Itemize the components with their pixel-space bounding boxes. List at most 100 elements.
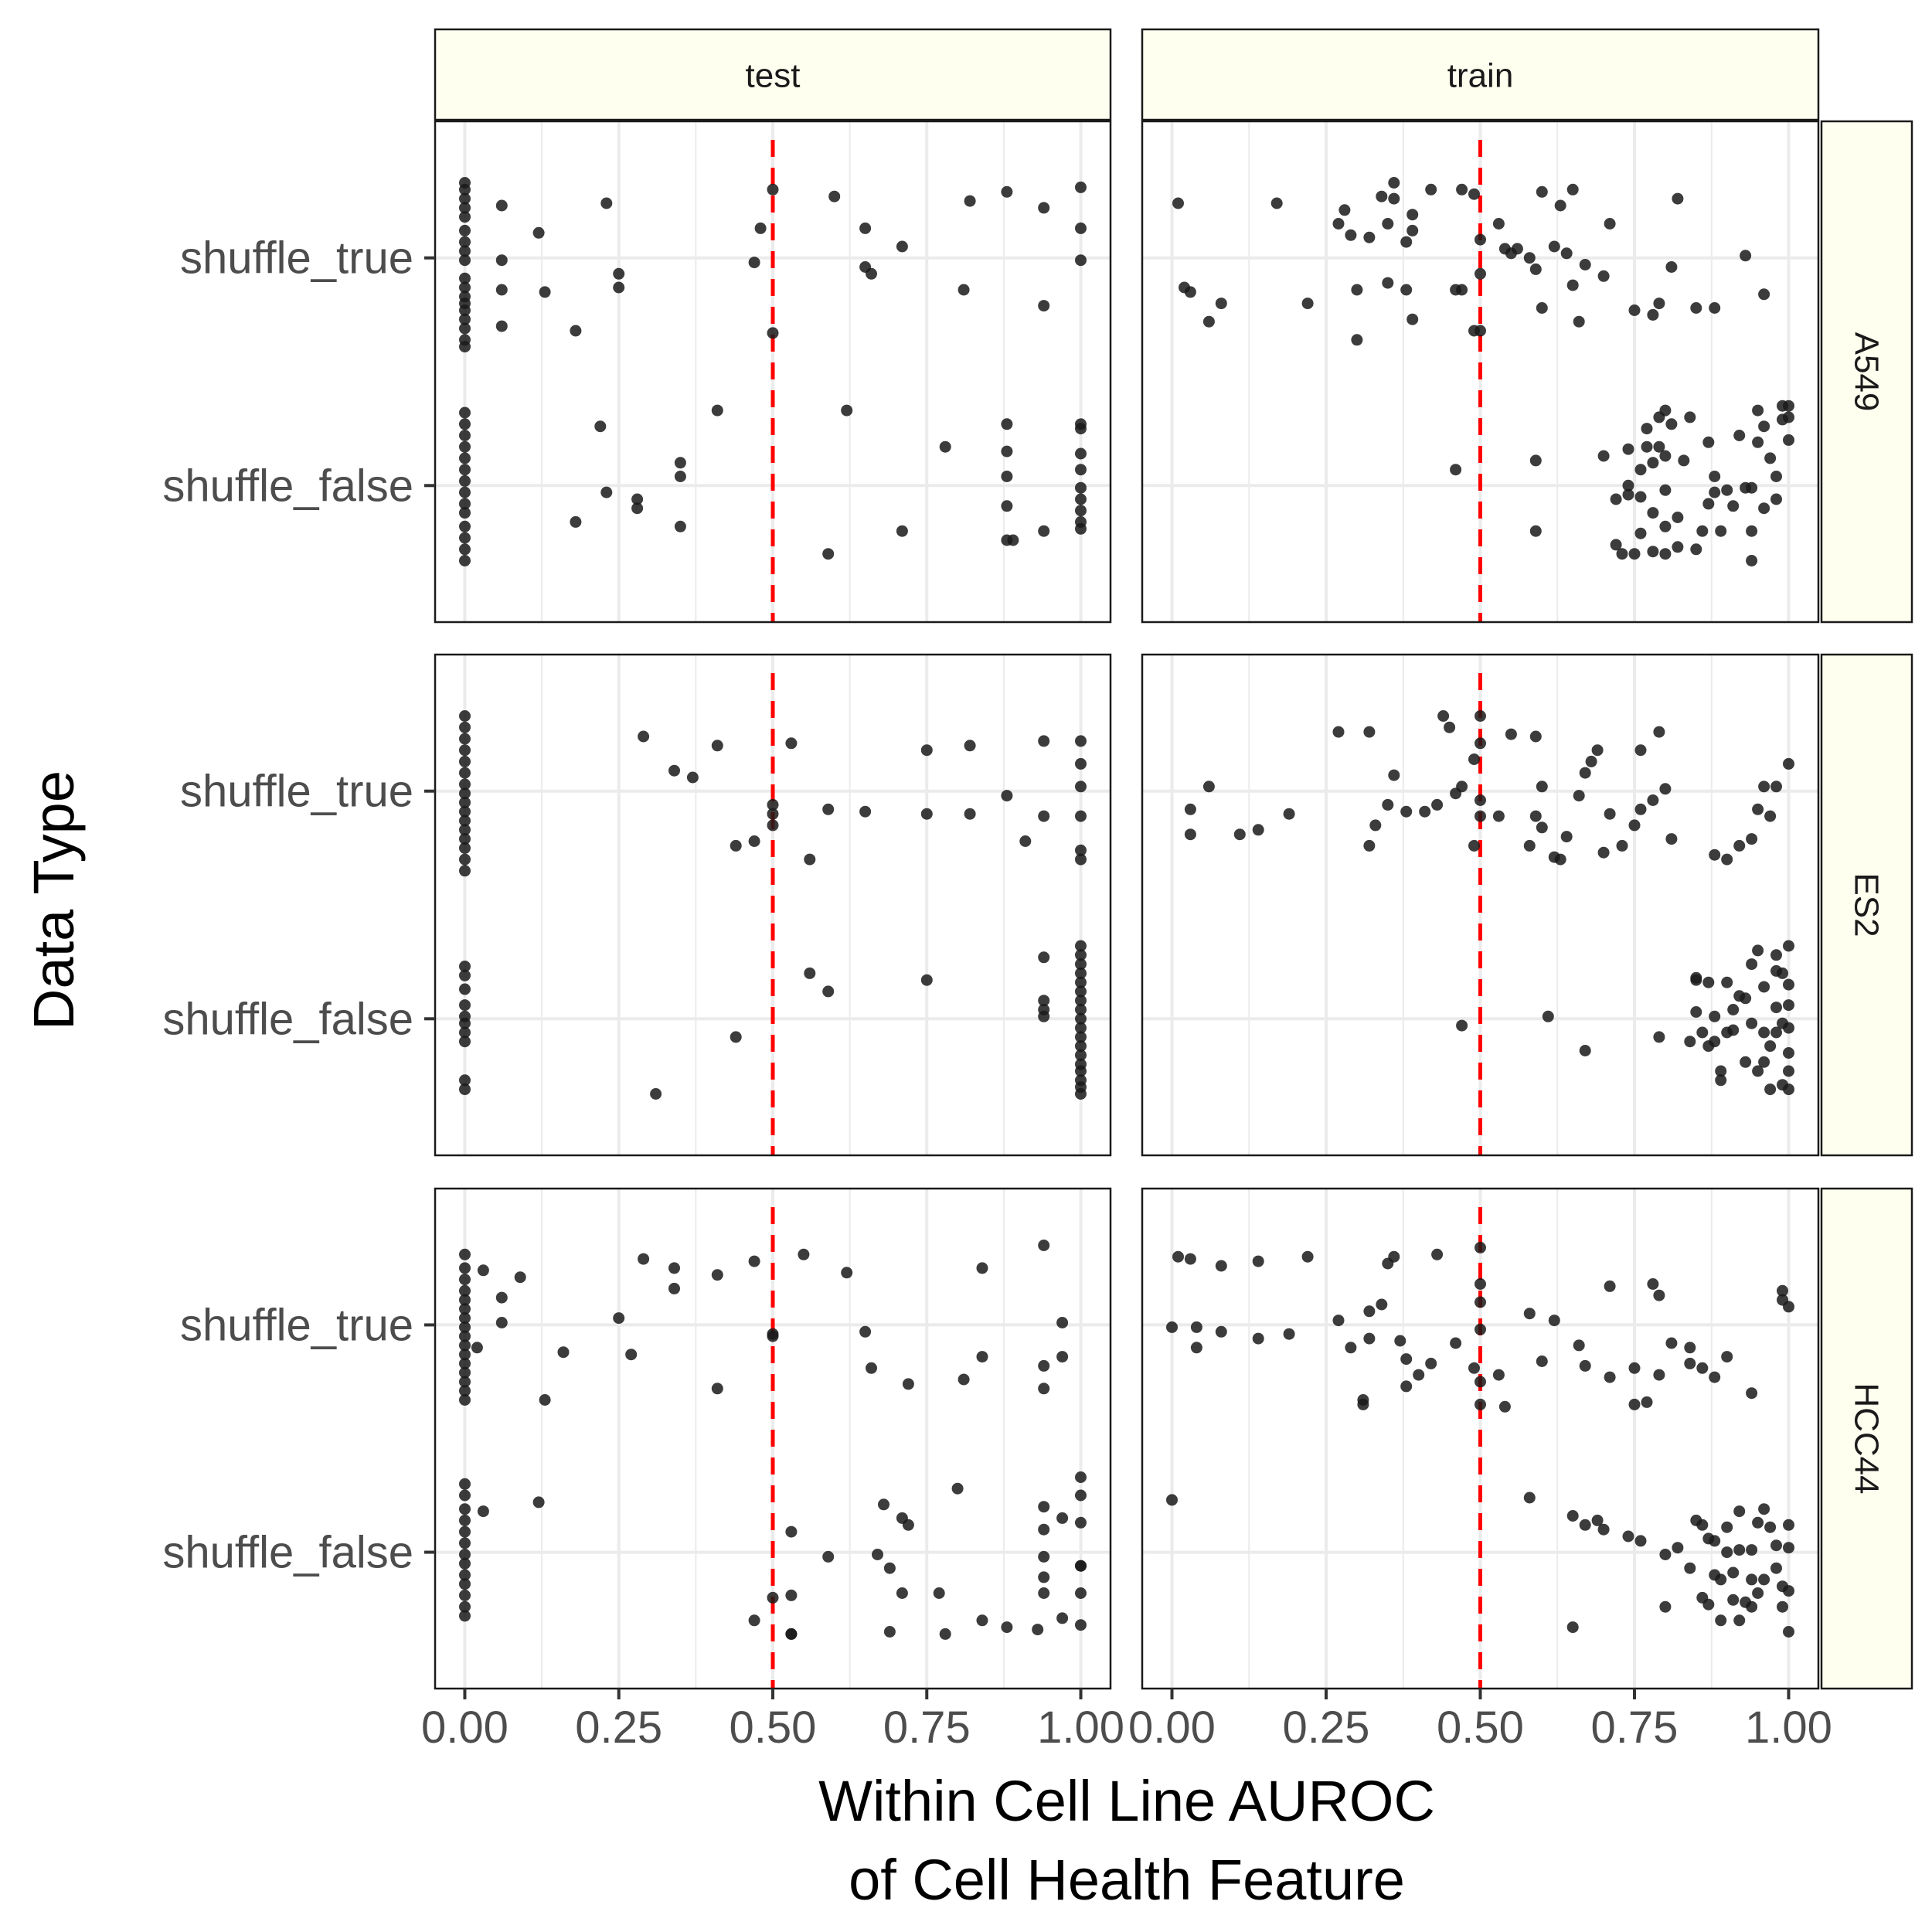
data-point (748, 1614, 760, 1627)
data-point (1647, 308, 1659, 321)
data-point (459, 787, 471, 800)
data-point (1190, 1321, 1202, 1333)
row-strip (1820, 1187, 1913, 1690)
data-point (459, 440, 471, 453)
data-point (1475, 794, 1486, 806)
data-point (1672, 192, 1684, 205)
data-point (459, 1489, 471, 1502)
data-point (828, 190, 841, 202)
x-tick-label: 0.25 (1283, 1702, 1370, 1753)
data-point (1715, 1074, 1727, 1087)
data-point (1579, 1359, 1591, 1372)
data-point (1425, 183, 1437, 196)
data-point (1252, 824, 1264, 836)
data-point (495, 254, 508, 267)
data-point (1038, 995, 1050, 1007)
data-point (570, 325, 582, 337)
data-point (1758, 1573, 1770, 1586)
data-point (459, 1026, 471, 1039)
data-point (1783, 434, 1794, 446)
data-point (1597, 1523, 1610, 1536)
data-point (951, 1482, 964, 1495)
data-point (1783, 757, 1794, 770)
y-tick-label: shuffle_true (180, 767, 413, 817)
data-point (1783, 1542, 1794, 1554)
data-point (711, 404, 723, 417)
data-point (1548, 1315, 1560, 1327)
data-point (1529, 263, 1542, 275)
data-point (1597, 450, 1610, 462)
data-point (1529, 525, 1542, 537)
data-point (1001, 500, 1013, 512)
data-point (459, 833, 471, 845)
data-point (1357, 1398, 1369, 1410)
data-point (1431, 1248, 1444, 1260)
data-point (1215, 1325, 1227, 1338)
data-point (1733, 839, 1746, 852)
data-point (804, 853, 816, 866)
data-point (459, 999, 471, 1012)
data-point (1400, 805, 1413, 818)
data-point (459, 1514, 471, 1526)
data-point (1727, 1004, 1740, 1015)
data-point (459, 254, 471, 267)
panel-borders (434, 120, 1820, 1690)
data-point (1665, 418, 1678, 430)
data-point (1075, 1058, 1087, 1070)
data-point (711, 740, 723, 752)
data-point (1740, 250, 1752, 262)
data-point (1696, 1519, 1709, 1531)
data-point (600, 486, 613, 498)
data-point (1709, 1371, 1721, 1383)
data-point (459, 192, 471, 205)
data-point (964, 808, 976, 820)
data-point (1684, 1342, 1696, 1354)
data-point (1579, 767, 1591, 779)
data-point (1752, 404, 1764, 417)
data-point (668, 1282, 680, 1294)
data-point (471, 1342, 483, 1354)
data-point (1425, 1357, 1437, 1369)
data-point (1715, 1573, 1727, 1586)
data-point (798, 1248, 810, 1260)
data-point (1252, 1255, 1264, 1267)
data-point (1653, 440, 1665, 453)
data-point (459, 842, 471, 854)
data-point (1032, 1624, 1044, 1636)
data-point (495, 1317, 508, 1328)
data-point (539, 286, 551, 298)
data-point (767, 798, 779, 811)
data-point (1468, 753, 1480, 765)
data-point (1721, 1351, 1733, 1363)
data-point (1746, 555, 1758, 566)
data-point (1641, 440, 1653, 453)
data-point (1783, 940, 1794, 952)
data-point (668, 764, 680, 777)
data-point (1628, 1398, 1641, 1410)
data-point (1758, 420, 1770, 433)
data-point (1628, 548, 1641, 560)
data-point (1752, 1065, 1764, 1077)
data-point (939, 440, 951, 453)
y-tick-label: shuffle_false (162, 994, 413, 1044)
data-point (902, 1519, 914, 1531)
data-points (459, 177, 1794, 1640)
panel-border (434, 120, 1112, 624)
data-point (1038, 1587, 1050, 1599)
data-point (1363, 726, 1376, 738)
data-point (1075, 222, 1087, 234)
data-point (459, 778, 471, 791)
data-point (1548, 240, 1560, 253)
data-point (1523, 1308, 1536, 1320)
row-strip (1820, 653, 1913, 1157)
data-point (459, 464, 471, 476)
data-point (1604, 1371, 1616, 1383)
data-point (459, 211, 471, 223)
data-point (459, 1321, 471, 1333)
data-point (1721, 1546, 1733, 1559)
data-point (1075, 1022, 1087, 1034)
data-point (459, 1339, 471, 1352)
data-point (1475, 710, 1486, 722)
data-point (1783, 1519, 1794, 1531)
data-point (1727, 1566, 1740, 1579)
